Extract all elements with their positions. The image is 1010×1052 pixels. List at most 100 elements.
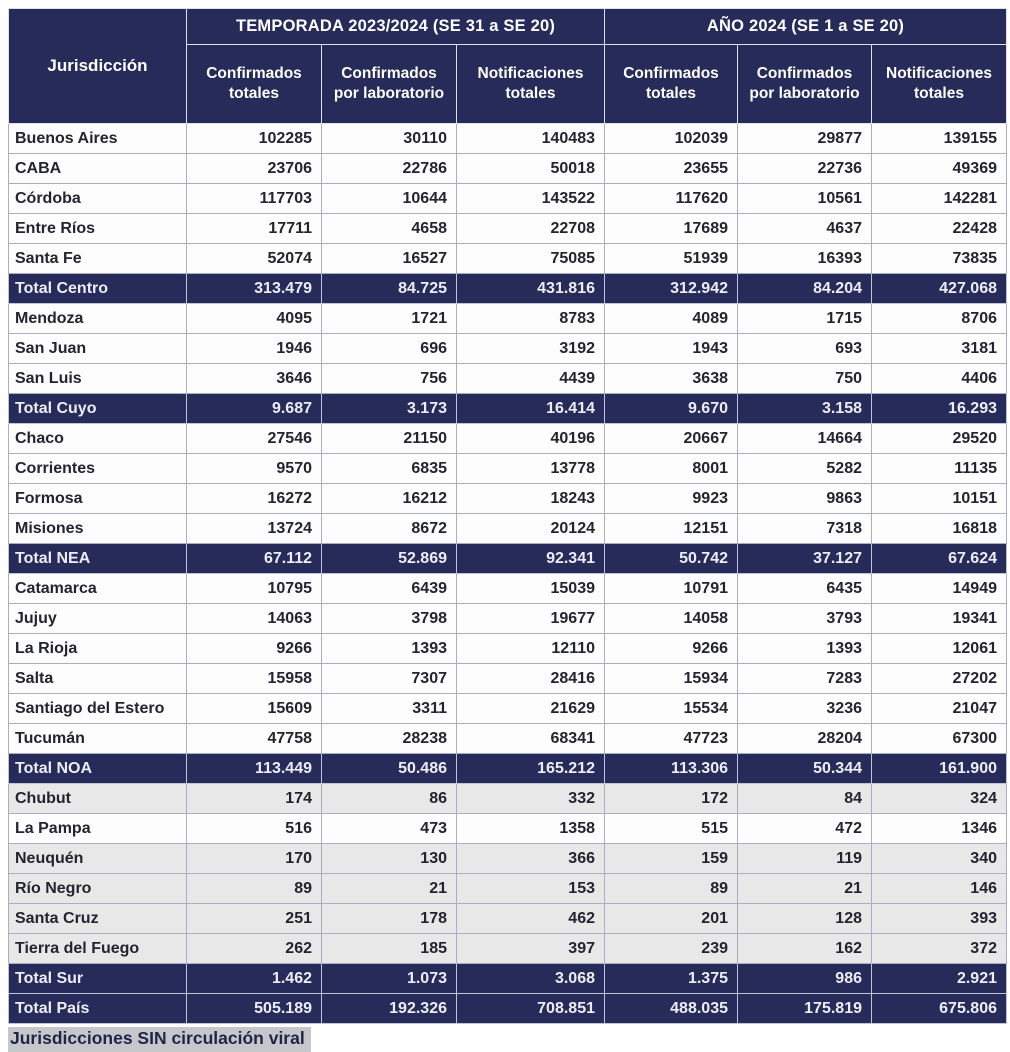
value-cell: 16818 bbox=[871, 513, 1007, 544]
group-header-temporada: TEMPORADA 2023/2024 (SE 31 a SE 20) bbox=[186, 8, 605, 45]
value-cell: 86 bbox=[321, 783, 457, 814]
value-cell: 21150 bbox=[321, 423, 457, 454]
value-cell: 8672 bbox=[321, 513, 457, 544]
value-cell: 9.687 bbox=[186, 393, 322, 424]
value-cell: 10795 bbox=[186, 573, 322, 604]
value-cell: 23655 bbox=[604, 153, 738, 184]
value-cell: 4095 bbox=[186, 303, 322, 334]
value-cell: 47723 bbox=[604, 723, 738, 754]
value-cell: 3236 bbox=[737, 693, 872, 724]
jurisdiction-name-cell: Misiones bbox=[8, 513, 187, 544]
value-cell: 313.479 bbox=[186, 273, 322, 304]
value-cell: 1943 bbox=[604, 333, 738, 364]
jurisdiction-name-cell: Entre Ríos bbox=[8, 213, 187, 244]
value-cell: 262 bbox=[186, 933, 322, 964]
value-cell: 13724 bbox=[186, 513, 322, 544]
value-cell: 9570 bbox=[186, 453, 322, 484]
value-cell: 431.816 bbox=[456, 273, 605, 304]
jurisdiction-name-cell: Córdoba bbox=[8, 183, 187, 214]
value-cell: 22736 bbox=[737, 153, 872, 184]
jurisdiction-name-cell: Formosa bbox=[8, 483, 187, 514]
value-cell: 15534 bbox=[604, 693, 738, 724]
value-cell: 21047 bbox=[871, 693, 1007, 724]
value-cell: 162 bbox=[737, 933, 872, 964]
value-cell: 27202 bbox=[871, 663, 1007, 694]
value-cell: 14949 bbox=[871, 573, 1007, 604]
value-cell: 12110 bbox=[456, 633, 605, 664]
value-cell: 472 bbox=[737, 813, 872, 844]
jurisdiction-name-cell: Total NOA bbox=[8, 753, 187, 784]
value-cell: 178 bbox=[321, 903, 457, 934]
value-cell: 8783 bbox=[456, 303, 605, 334]
value-cell: 50.344 bbox=[737, 753, 872, 784]
value-cell: 516 bbox=[186, 813, 322, 844]
table-row: Corrientes 9570 6835 13778 8001 5282 11135 bbox=[8, 453, 1007, 484]
value-cell: 175.819 bbox=[737, 993, 872, 1024]
jurisdiction-name-cell: Buenos Aires bbox=[8, 123, 187, 154]
value-cell: 19341 bbox=[871, 603, 1007, 634]
value-cell: 11135 bbox=[871, 453, 1007, 484]
table-row: Buenos Aires 102285 30110 140483 102039 29877… bbox=[8, 123, 1007, 154]
value-cell: 3311 bbox=[321, 693, 457, 724]
value-cell: 37.127 bbox=[737, 543, 872, 574]
value-cell: 473 bbox=[321, 813, 457, 844]
value-cell: 1393 bbox=[321, 633, 457, 664]
value-cell: 4637 bbox=[737, 213, 872, 244]
value-cell: 12061 bbox=[871, 633, 1007, 664]
table-row: Santa Cruz 251 178 462 201 128 393 bbox=[8, 903, 1007, 934]
value-cell: 52.869 bbox=[321, 543, 457, 574]
value-cell: 20124 bbox=[456, 513, 605, 544]
value-cell: 1721 bbox=[321, 303, 457, 334]
value-cell: 67300 bbox=[871, 723, 1007, 754]
value-cell: 13778 bbox=[456, 453, 605, 484]
value-cell: 159 bbox=[604, 843, 738, 874]
value-cell: 9.670 bbox=[604, 393, 738, 424]
table-row: La Pampa 516 473 1358 515 472 1346 bbox=[8, 813, 1007, 844]
value-cell: 18243 bbox=[456, 483, 605, 514]
value-cell: 986 bbox=[737, 963, 872, 994]
total-row: Total Cuyo 9.687 3.173 16.414 9.670 3.158 16.2… bbox=[8, 393, 1007, 424]
jurisdiction-name-cell: Catamarca bbox=[8, 573, 187, 604]
table-row: San Luis 3646 756 4439 3638 750 4406 bbox=[8, 363, 1007, 394]
jurisdiction-name-cell: Corrientes bbox=[8, 453, 187, 484]
value-cell: 21 bbox=[737, 873, 872, 904]
value-cell: 89 bbox=[604, 873, 738, 904]
value-cell: 372 bbox=[871, 933, 1007, 964]
value-cell: 84.725 bbox=[321, 273, 457, 304]
value-cell: 708.851 bbox=[456, 993, 605, 1024]
total-row: Total Centro 313.479 84.725 431.816 312.942 8… bbox=[8, 273, 1007, 304]
value-cell: 3638 bbox=[604, 363, 738, 394]
jurisdiction-name-cell: Salta bbox=[8, 663, 187, 694]
value-cell: 1358 bbox=[456, 813, 605, 844]
jurisdiction-name-cell: Tucumán bbox=[8, 723, 187, 754]
value-cell: 142281 bbox=[871, 183, 1007, 214]
value-cell: 50.486 bbox=[321, 753, 457, 784]
value-cell: 84 bbox=[737, 783, 872, 814]
value-cell: 15609 bbox=[186, 693, 322, 724]
jurisdiction-name-cell: Total Sur bbox=[8, 963, 187, 994]
value-cell: 3798 bbox=[321, 603, 457, 634]
value-cell: 462 bbox=[456, 903, 605, 934]
value-cell: 22428 bbox=[871, 213, 1007, 244]
value-cell: 19677 bbox=[456, 603, 605, 634]
jurisdiction-name-cell: Neuquén bbox=[8, 843, 187, 874]
value-cell: 28416 bbox=[456, 663, 605, 694]
value-cell: 239 bbox=[604, 933, 738, 964]
total-row: Total Sur 1.462 1.073 3.068 1.375 986 2.921 bbox=[8, 963, 1007, 994]
value-cell: 84.204 bbox=[737, 273, 872, 304]
total-row: Total NEA 67.112 52.869 92.341 50.742 37.127 6… bbox=[8, 543, 1007, 574]
value-cell: 170 bbox=[186, 843, 322, 874]
value-cell: 185 bbox=[321, 933, 457, 964]
value-cell: 312.942 bbox=[604, 273, 738, 304]
value-cell: 113.449 bbox=[186, 753, 322, 784]
value-cell: 675.806 bbox=[871, 993, 1007, 1024]
jurisdiction-column-header: Jurisdicción bbox=[8, 8, 187, 124]
table-row: Catamarca 10795 6439 15039 10791 6435 14949 bbox=[8, 573, 1007, 604]
value-cell: 172 bbox=[604, 783, 738, 814]
table-row: Neuquén 170 130 366 159 119 340 bbox=[8, 843, 1007, 874]
value-cell: 1.462 bbox=[186, 963, 322, 994]
value-cell: 102039 bbox=[604, 123, 738, 154]
value-cell: 153 bbox=[456, 873, 605, 904]
value-cell: 21 bbox=[321, 873, 457, 904]
